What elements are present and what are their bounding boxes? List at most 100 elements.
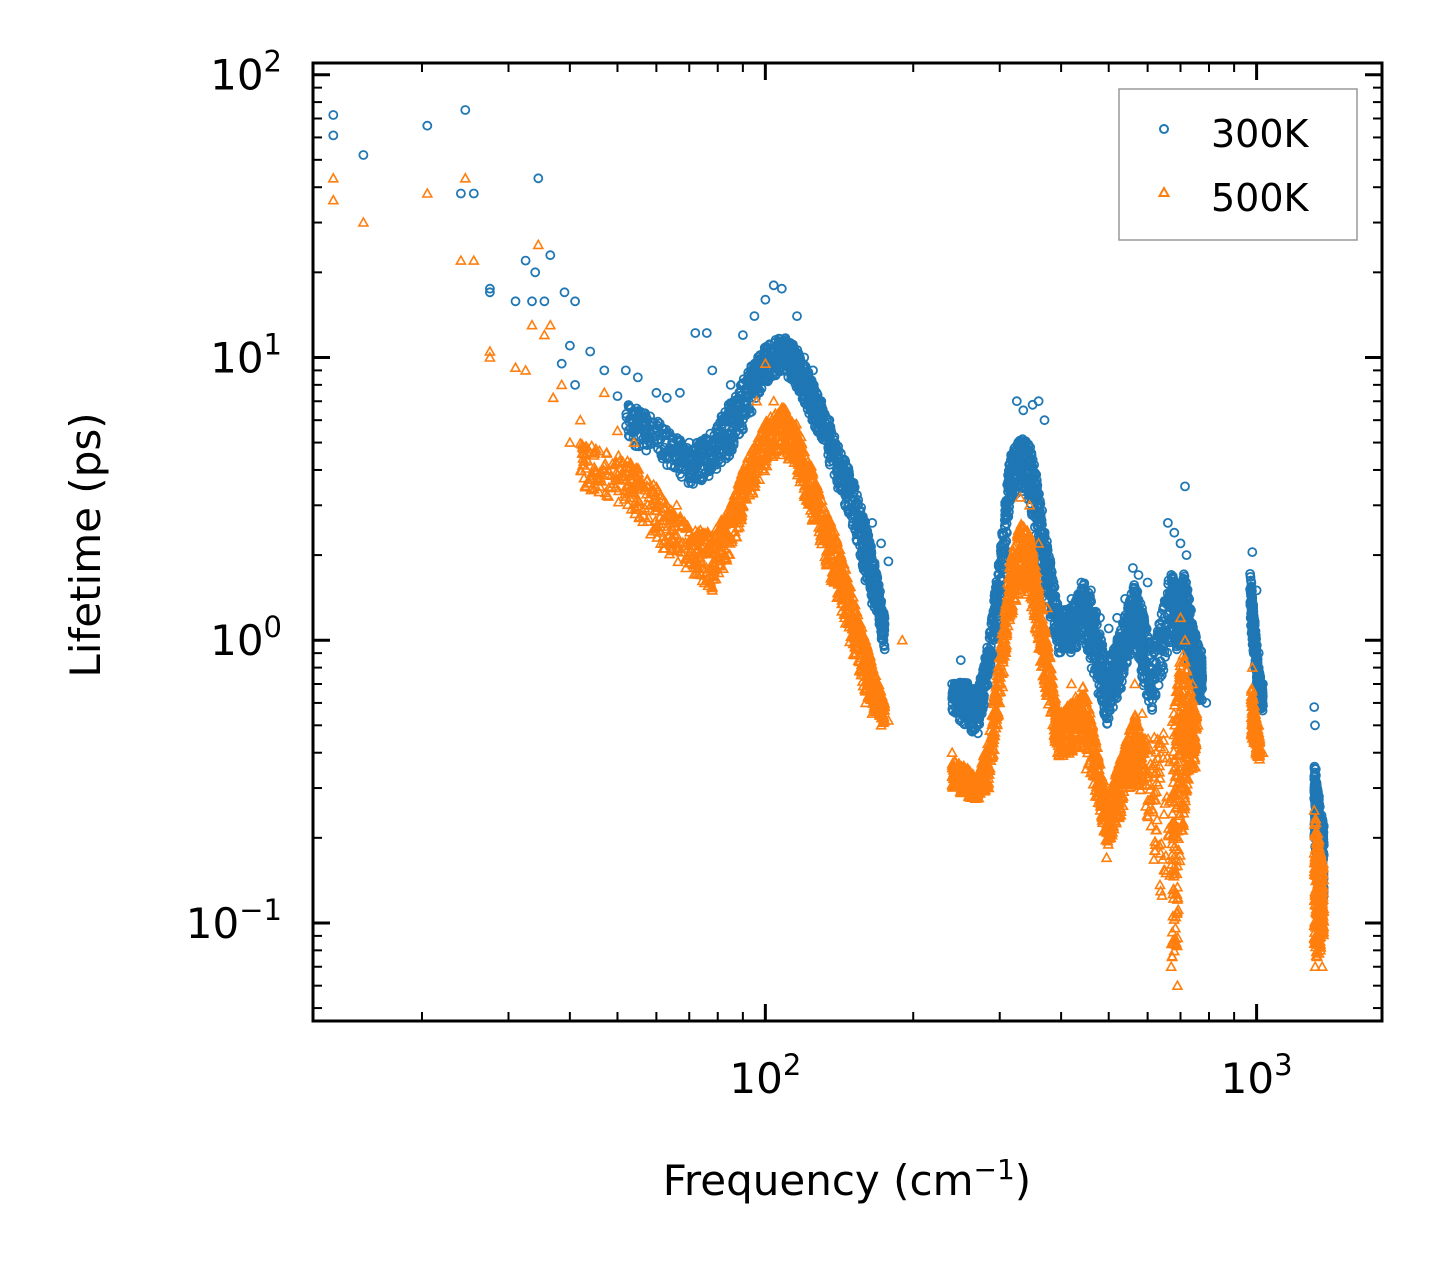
point-300k <box>686 472 696 483</box>
point-300k <box>652 425 663 436</box>
point-300k <box>1150 689 1161 699</box>
point-300k <box>1053 647 1064 658</box>
point-300k <box>726 440 736 451</box>
point-300k <box>1140 664 1151 675</box>
point-300k <box>1152 630 1163 641</box>
point-300k <box>1066 644 1077 655</box>
point-300k <box>973 719 984 729</box>
point-300k <box>1085 591 1095 601</box>
point-300k <box>1138 680 1149 691</box>
point-300k <box>1046 592 1057 602</box>
point-300k <box>871 596 882 606</box>
point-300k <box>879 644 890 655</box>
point-300k <box>655 446 666 457</box>
point-300k <box>855 549 866 560</box>
point-300k <box>818 408 829 419</box>
point-300k <box>1139 639 1149 650</box>
point-300k <box>866 563 877 574</box>
point-300k <box>688 478 698 489</box>
point-300k <box>875 606 886 616</box>
point-300k <box>677 443 688 454</box>
point-300k <box>1155 656 1166 667</box>
point-300k <box>861 529 872 540</box>
point-300k <box>1117 676 1127 687</box>
point-300k <box>833 483 843 493</box>
point-300k <box>1035 495 1045 506</box>
point-300k <box>1180 588 1191 599</box>
point-300k <box>694 439 704 450</box>
point-300k <box>872 571 882 582</box>
point-300k <box>1130 587 1141 597</box>
point-300k <box>1140 641 1151 652</box>
point-300k <box>961 703 972 714</box>
point-300k <box>747 366 758 377</box>
point-300k <box>879 641 890 651</box>
point-300k <box>749 371 759 382</box>
point-300k <box>792 345 803 355</box>
point-300k <box>1027 454 1038 465</box>
point-300k <box>842 462 853 473</box>
point-300k <box>861 534 872 545</box>
point-300k <box>808 379 818 390</box>
point-300k <box>1080 630 1091 640</box>
point-300k <box>771 369 781 380</box>
point-300k <box>691 462 702 472</box>
point-300k <box>1029 459 1039 470</box>
point-300k <box>707 457 718 467</box>
point-300k <box>1026 448 1037 459</box>
point-300k <box>638 408 649 419</box>
point-300k <box>851 497 862 508</box>
point-300k <box>1102 694 1113 705</box>
point-300k <box>1027 470 1038 481</box>
point-300k <box>1148 668 1159 679</box>
point-300k <box>1102 718 1113 729</box>
point-300k <box>778 346 789 357</box>
point-300k <box>627 427 638 438</box>
point-300k <box>1140 655 1150 665</box>
point-300k <box>1035 506 1045 517</box>
point-300k <box>730 409 741 420</box>
point-300k <box>675 469 686 479</box>
point-300k <box>1045 577 1055 588</box>
point-300k <box>665 430 675 441</box>
point-300k <box>1033 511 1044 521</box>
point-300k <box>652 416 663 427</box>
point-300k <box>977 694 988 704</box>
point-300k <box>1092 632 1102 642</box>
point-300k <box>972 700 983 711</box>
point-300k <box>1092 636 1103 646</box>
point-300k <box>686 451 697 462</box>
point-300k <box>641 445 652 456</box>
point-300k <box>732 418 743 429</box>
point-300k <box>761 341 772 352</box>
point-300k <box>963 714 973 725</box>
point-300k <box>990 603 1000 613</box>
point-300k <box>794 386 805 397</box>
point-300k <box>1079 593 1090 604</box>
point-300k <box>1130 583 1140 593</box>
point-300k <box>1026 475 1037 486</box>
point-300k <box>948 706 958 717</box>
point-300k <box>876 619 887 630</box>
point-300k <box>947 691 958 702</box>
point-300k <box>985 660 996 670</box>
point-300k <box>1047 588 1058 598</box>
point-300k <box>728 430 739 441</box>
point-300k <box>751 384 761 395</box>
point-300k <box>823 424 833 435</box>
point-300k <box>1147 705 1158 715</box>
point-300k <box>672 457 683 468</box>
data-layer <box>327 105 1330 991</box>
point-300k <box>684 467 695 478</box>
point-300k <box>698 450 709 461</box>
point-300k <box>1133 596 1143 607</box>
point-300k <box>843 466 854 477</box>
point-300k <box>639 427 650 438</box>
point-300k <box>1152 641 1163 652</box>
point-300k <box>850 525 861 536</box>
point-300k <box>714 425 725 436</box>
point-300k <box>716 444 727 455</box>
point-300k <box>1000 521 1010 532</box>
point-300k <box>1103 713 1114 724</box>
